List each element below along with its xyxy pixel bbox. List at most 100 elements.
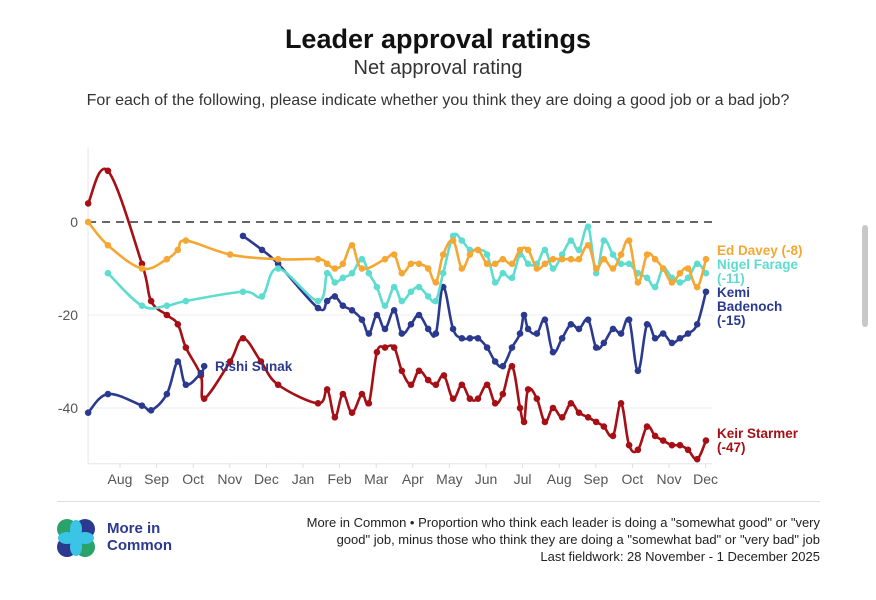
data-point-ed-davey xyxy=(449,237,457,244)
data-point-ed-davey xyxy=(432,279,440,286)
data-point-keir-starmer xyxy=(432,381,440,389)
data-point-ed-davey xyxy=(226,251,234,258)
data-point-nigel-farage xyxy=(432,297,440,305)
data-point-kemi-badenoch xyxy=(567,321,575,328)
data-point-ed-davey xyxy=(348,241,356,249)
data-point-keir-starmer xyxy=(381,344,389,351)
data-point-keir-starmer xyxy=(373,348,381,356)
data-point-ed-davey xyxy=(600,255,608,263)
data-point-ed-davey xyxy=(575,255,583,263)
data-point-keir-starmer xyxy=(239,334,247,342)
data-point-ed-davey xyxy=(702,255,710,263)
data-point-nigel-farage xyxy=(424,293,432,300)
data-point-kemi-badenoch xyxy=(348,307,356,314)
fieldwork-date: Last fieldwork: 28 November - 1 December… xyxy=(540,549,820,564)
data-point-kemi-badenoch xyxy=(558,334,566,342)
data-point-nigel-farage xyxy=(693,260,701,268)
data-point-kemi-badenoch xyxy=(634,367,642,375)
data-point-keir-starmer xyxy=(339,390,347,398)
data-point-kemi-badenoch xyxy=(390,307,398,314)
data-point-keir-starmer xyxy=(617,400,625,407)
data-point-nigel-farage xyxy=(575,246,583,254)
data-point-ed-davey xyxy=(439,251,447,258)
data-point-keir-starmer xyxy=(524,386,532,393)
data-point-kemi-badenoch xyxy=(398,330,406,337)
data-point-nigel-farage xyxy=(415,283,423,291)
data-point-keir-starmer xyxy=(609,432,617,440)
data-point-nigel-farage xyxy=(339,274,347,282)
series-label-kemi-badenoch: Kemi xyxy=(717,285,750,300)
data-point-ed-davey xyxy=(415,260,423,268)
series-label-kemi-badenoch: (-15) xyxy=(717,313,746,328)
data-point-nigel-farage xyxy=(407,288,415,296)
data-point-nigel-farage xyxy=(182,297,190,305)
data-point-nigel-farage xyxy=(549,265,557,272)
data-point-kemi-badenoch xyxy=(474,334,482,342)
data-point-ed-davey xyxy=(567,255,575,263)
scrollbar[interactable] xyxy=(862,225,868,327)
data-point-ed-davey xyxy=(651,255,659,263)
data-point-nigel-farage xyxy=(274,265,282,272)
data-point-nigel-farage xyxy=(439,269,447,277)
data-point-kemi-badenoch xyxy=(549,348,557,356)
data-point-nigel-farage xyxy=(358,255,366,263)
data-point-nigel-farage xyxy=(239,288,247,296)
data-point-kemi-badenoch xyxy=(323,297,331,305)
data-point-rishi-sunak xyxy=(174,358,182,365)
data-point-kemi-badenoch xyxy=(643,321,651,328)
data-point-keir-starmer xyxy=(643,423,651,430)
data-point-rishi-sunak xyxy=(200,362,208,370)
data-point-keir-starmer xyxy=(449,395,457,403)
data-point-nigel-farage xyxy=(381,302,389,310)
data-point-ed-davey xyxy=(499,255,507,263)
data-point-nigel-farage xyxy=(314,297,322,305)
data-point-keir-starmer xyxy=(541,418,549,426)
data-point-nigel-farage xyxy=(524,260,532,268)
source-note-line2: good" job, minus those who think they ar… xyxy=(336,532,820,547)
logo-text: More in Common xyxy=(107,520,172,554)
series-label-ed-davey: Ed Davey (-8) xyxy=(717,243,803,258)
data-point-ed-davey xyxy=(182,237,190,244)
series-label-nigel-farage: Nigel Farage xyxy=(717,257,799,272)
data-point-ed-davey xyxy=(676,269,684,277)
data-point-keir-starmer xyxy=(147,297,155,305)
data-point-kemi-badenoch xyxy=(274,260,282,268)
data-point-kemi-badenoch xyxy=(466,334,474,342)
data-point-kemi-badenoch xyxy=(575,325,583,333)
data-point-nigel-farage xyxy=(600,237,608,244)
data-point-keir-starmer xyxy=(182,344,190,351)
data-point-kemi-badenoch xyxy=(381,325,389,333)
data-point-keir-starmer xyxy=(104,167,112,175)
data-point-ed-davey xyxy=(323,260,331,268)
data-point-ed-davey xyxy=(491,260,499,268)
series-label-rishi-sunak: Rishi Sunak xyxy=(215,359,293,374)
data-point-kemi-badenoch xyxy=(239,232,247,240)
more-in-common-logo-icon xyxy=(57,519,95,557)
data-point-keir-starmer xyxy=(592,418,600,426)
data-point-nigel-farage xyxy=(483,251,491,258)
series-label-keir-starmer: (-47) xyxy=(717,440,746,455)
data-point-kemi-badenoch xyxy=(314,304,322,312)
data-point-kemi-badenoch xyxy=(676,334,684,342)
data-point-keir-starmer xyxy=(634,446,642,454)
data-point-ed-davey xyxy=(398,269,406,277)
x-tick-label: Feb xyxy=(328,471,352,487)
y-tick-label: -40 xyxy=(58,400,78,416)
data-point-nigel-farage xyxy=(558,251,566,258)
data-point-nigel-farage xyxy=(702,269,710,277)
data-point-keir-starmer xyxy=(625,441,633,449)
data-point-keir-starmer xyxy=(676,441,684,449)
data-point-keir-starmer xyxy=(314,400,322,407)
y-tick-label: -20 xyxy=(58,307,78,323)
data-point-nigel-farage xyxy=(373,283,381,291)
data-point-keir-starmer xyxy=(651,432,659,440)
data-point-keir-starmer xyxy=(274,381,282,389)
data-point-keir-starmer xyxy=(440,372,448,379)
footer-divider xyxy=(57,501,820,502)
series-line-kemi-badenoch xyxy=(242,234,708,373)
data-point-kemi-badenoch xyxy=(684,330,692,337)
data-point-keir-starmer xyxy=(424,376,432,384)
data-point-kemi-badenoch xyxy=(651,334,659,342)
data-point-ed-davey xyxy=(634,279,642,286)
